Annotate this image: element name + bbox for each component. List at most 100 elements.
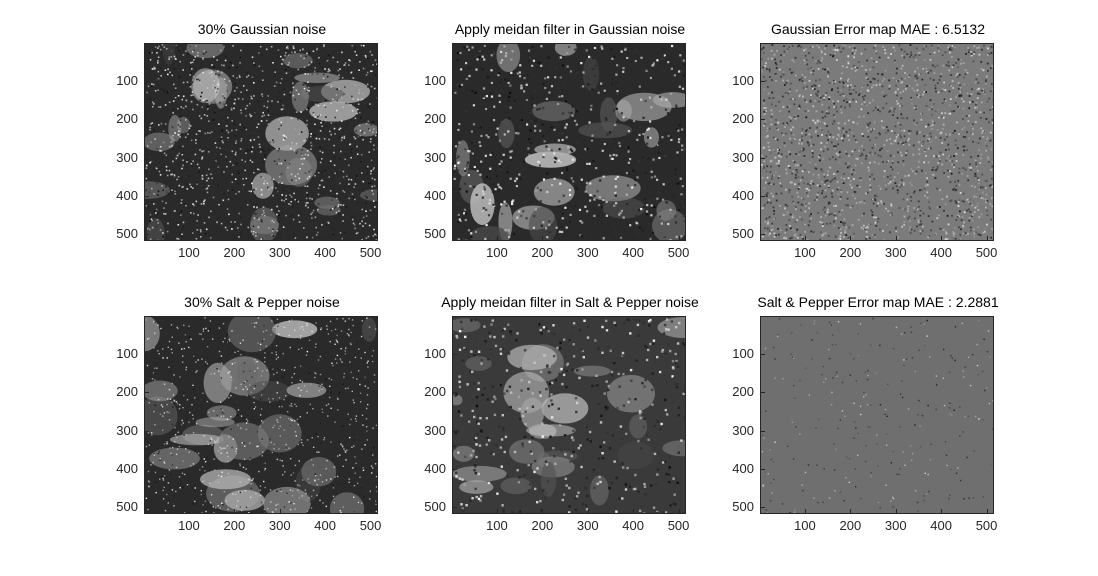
- x-tick-mark: [678, 236, 680, 240]
- y-tick-mark: [761, 469, 765, 471]
- y-tick-label: 100: [116, 345, 138, 361]
- x-tick-label: 100: [486, 245, 508, 260]
- x-tick-label: 500: [975, 245, 998, 260]
- y-tick-label: 500: [732, 226, 754, 242]
- x-tick-label: 400: [622, 518, 644, 533]
- x-tick-mark: [678, 509, 680, 513]
- x-tick-label: 100: [178, 245, 200, 260]
- y-tick-mark: [145, 196, 149, 198]
- x-tick-label: 300: [884, 518, 907, 533]
- y-tick-label: 500: [116, 226, 138, 242]
- x-tick-label: 200: [531, 518, 554, 533]
- y-tick-mark: [145, 119, 149, 121]
- x-tick-mark: [234, 509, 236, 513]
- y-tick-label: 400: [116, 461, 138, 477]
- image-texture: [145, 317, 377, 513]
- y-tick-mark: [145, 392, 149, 394]
- y-tick-mark: [453, 119, 457, 121]
- y-tick-label: 500: [116, 499, 138, 515]
- y-tick-label: 400: [116, 188, 138, 204]
- x-tick-label: 100: [794, 245, 816, 260]
- x-tick-mark: [895, 236, 897, 240]
- y-tick-label: 500: [732, 499, 754, 515]
- y-tick-label: 100: [732, 345, 754, 361]
- y-tick-label: 300: [732, 422, 754, 438]
- x-tick-mark: [633, 509, 635, 513]
- x-tick-mark: [325, 509, 327, 513]
- x-tick-label: 400: [314, 245, 336, 260]
- x-tick-mark: [496, 236, 498, 240]
- y-tick-label: 400: [732, 188, 754, 204]
- image-error-sp: [760, 316, 994, 514]
- x-tick-label: 300: [884, 245, 907, 260]
- x-tick-mark: [895, 509, 897, 513]
- image-texture: [761, 317, 993, 513]
- x-tick-label: 300: [576, 245, 599, 260]
- y-tick-mark: [453, 353, 457, 355]
- x-tick-mark: [279, 509, 281, 513]
- image-texture: [145, 44, 377, 240]
- y-tick-mark: [453, 157, 457, 159]
- x-tick-mark: [941, 236, 943, 240]
- y-tick-label: 300: [116, 149, 138, 165]
- y-tick-label: 100: [424, 345, 446, 361]
- y-tick-label: 200: [424, 111, 446, 127]
- y-tick-label: 100: [116, 72, 138, 88]
- x-tick-label: 200: [839, 245, 862, 260]
- x-tick-mark: [370, 509, 372, 513]
- x-tick-label: 300: [576, 518, 599, 533]
- y-tick-mark: [453, 80, 457, 82]
- panel-title: Gaussian Error map MAE : 6.5132: [771, 21, 985, 37]
- y-tick-label: 100: [732, 72, 754, 88]
- image-filtered-gauss: [452, 43, 686, 241]
- x-tick-mark: [850, 509, 852, 513]
- y-tick-mark: [145, 469, 149, 471]
- x-tick-label: 300: [268, 245, 291, 260]
- x-tick-label: 400: [930, 518, 952, 533]
- x-tick-mark: [587, 509, 589, 513]
- y-tick-mark: [453, 507, 457, 509]
- y-tick-mark: [145, 80, 149, 82]
- x-tick-label: 200: [839, 518, 862, 533]
- image-noisy-sp: [144, 316, 378, 514]
- x-tick-mark: [986, 509, 988, 513]
- y-tick-mark: [145, 234, 149, 236]
- panel-title: Apply meidan filter in Salt & Pepper noi…: [441, 294, 699, 310]
- x-tick-mark: [188, 509, 190, 513]
- x-tick-mark: [804, 236, 806, 240]
- y-tick-label: 300: [424, 422, 446, 438]
- y-tick-mark: [453, 392, 457, 394]
- x-tick-label: 400: [622, 245, 644, 260]
- y-tick-mark: [761, 392, 765, 394]
- y-tick-mark: [761, 507, 765, 509]
- x-tick-mark: [542, 236, 544, 240]
- y-tick-mark: [145, 430, 149, 432]
- y-tick-mark: [761, 196, 765, 198]
- y-tick-label: 300: [424, 149, 446, 165]
- image-texture: [761, 44, 993, 240]
- x-tick-mark: [234, 236, 236, 240]
- x-tick-label: 200: [223, 518, 246, 533]
- y-tick-label: 200: [116, 384, 138, 400]
- y-tick-label: 100: [424, 72, 446, 88]
- y-tick-label: 300: [116, 422, 138, 438]
- x-tick-mark: [941, 509, 943, 513]
- panel-p1: 30% Gaussian noise 100 200 300 400 500 100 200 3…: [116, 21, 381, 260]
- x-tick-label: 500: [359, 518, 382, 533]
- panel-title: Salt & Pepper Error map MAE : 2.2881: [757, 294, 999, 310]
- panel-p6: Salt & Pepper Error map MAE : 2.2881 100 2…: [732, 294, 998, 533]
- x-tick-label: 500: [667, 518, 690, 533]
- x-tick-mark: [986, 236, 988, 240]
- y-tick-label: 200: [732, 111, 754, 127]
- y-tick-mark: [145, 157, 149, 159]
- panel-title: 30% Salt & Pepper noise: [184, 294, 340, 310]
- y-tick-label: 200: [732, 384, 754, 400]
- y-tick-mark: [145, 353, 149, 355]
- y-tick-mark: [761, 157, 765, 159]
- image-texture: [453, 44, 685, 240]
- x-tick-mark: [325, 236, 327, 240]
- y-tick-label: 400: [424, 188, 446, 204]
- x-tick-label: 300: [268, 518, 291, 533]
- y-tick-label: 500: [424, 226, 446, 242]
- y-tick-mark: [761, 353, 765, 355]
